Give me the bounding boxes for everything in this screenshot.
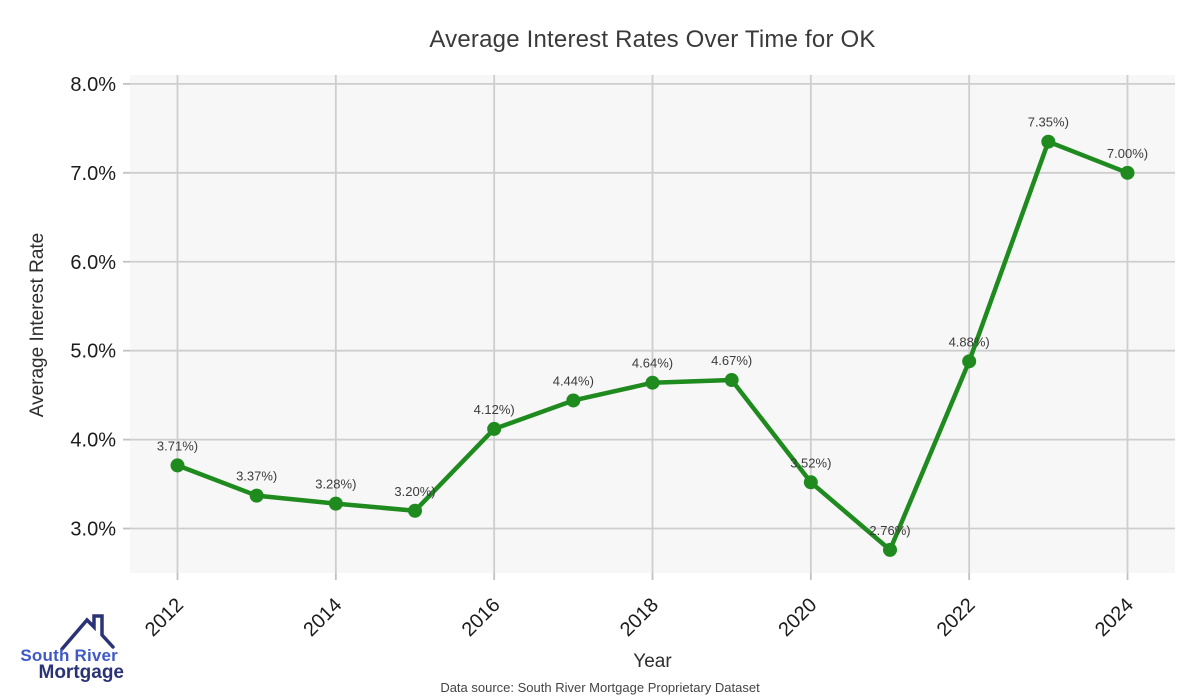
data-point-label: 4.88%) (949, 334, 990, 349)
x-tick-label: 2014 (299, 594, 346, 641)
south-river-mortgage-logo: South River Mortgage (18, 612, 130, 684)
y-tick-label: 8.0% (70, 74, 116, 96)
data-point-label: 4.64%) (632, 356, 673, 371)
data-point (566, 393, 581, 408)
data-point-label: 3.52%) (790, 455, 831, 470)
data-point-label: 4.44%) (553, 373, 594, 388)
data-point (645, 375, 660, 390)
data-point-label: 2.76%) (869, 523, 910, 538)
data-point-label: 4.67%) (711, 353, 752, 368)
data-point (803, 475, 818, 490)
data-point (487, 421, 502, 436)
data-point (249, 488, 264, 503)
y-tick-label: 3.0% (70, 519, 116, 541)
y-tick-label: 4.0% (70, 430, 116, 452)
y-tick-label: 6.0% (70, 252, 116, 274)
data-point (724, 373, 739, 388)
logo-text-mortgage: Mortgage (38, 662, 125, 683)
data-point-label: 3.71%) (157, 438, 198, 453)
data-point-label: 3.37%) (236, 469, 277, 484)
x-tick-label: 2012 (141, 594, 188, 641)
data-point-label: 3.28%) (315, 477, 356, 492)
data-point (883, 542, 897, 557)
x-tick-label: 2024 (1091, 594, 1138, 641)
data-point-label: 7.00%) (1107, 146, 1148, 161)
x-tick-label: 2020 (774, 594, 821, 641)
x-axis-label: Year (633, 651, 672, 672)
x-tick-label: 2016 (458, 594, 505, 641)
logo-text-south-river: South River (20, 646, 118, 665)
y-tick-label: 7.0% (70, 163, 116, 185)
data-point (328, 496, 343, 511)
data-point (1041, 134, 1056, 149)
data-point (1120, 165, 1135, 180)
x-tick-label: 2022 (933, 594, 980, 641)
data-point (170, 458, 185, 473)
data-point-label: 7.35%) (1028, 115, 1069, 130)
data-point-label: 4.12%) (474, 402, 515, 417)
x-tick-label: 2018 (616, 594, 663, 641)
house-roof-icon (60, 614, 115, 651)
y-tick-label: 5.0% (70, 341, 116, 363)
data-source-note: Data source: South River Mortgage Propri… (440, 680, 760, 695)
data-point (408, 503, 422, 518)
data-point-label: 3.20%) (394, 484, 435, 499)
chart-title: Average Interest Rates Over Time for OK (429, 26, 876, 53)
data-point (962, 354, 977, 369)
